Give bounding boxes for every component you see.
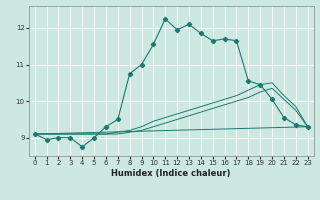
X-axis label: Humidex (Indice chaleur): Humidex (Indice chaleur) xyxy=(111,169,231,178)
